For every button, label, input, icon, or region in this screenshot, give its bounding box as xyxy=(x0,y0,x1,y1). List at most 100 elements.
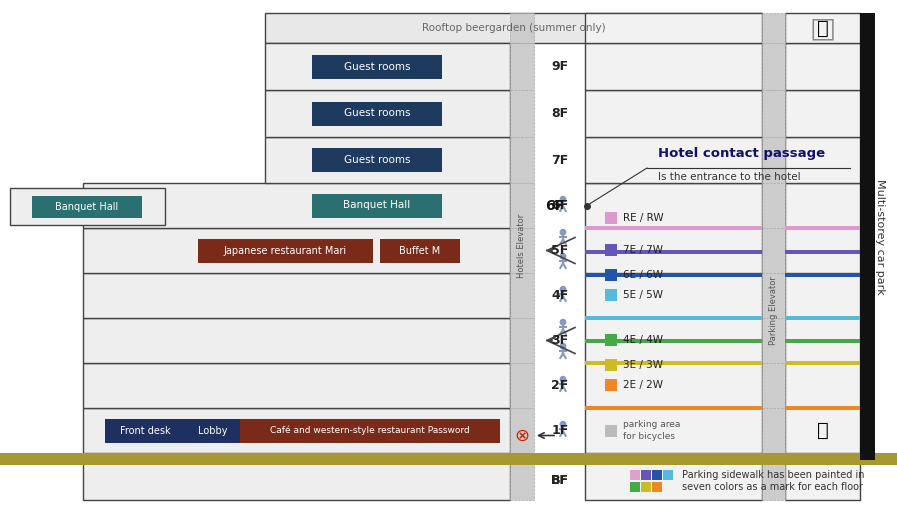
Bar xyxy=(652,482,662,492)
Bar xyxy=(585,226,762,230)
Circle shape xyxy=(561,319,566,325)
Bar xyxy=(585,43,762,90)
Text: 🚗: 🚗 xyxy=(816,19,828,38)
Bar xyxy=(785,361,860,365)
Bar xyxy=(585,408,762,453)
Text: Multi-storey car park: Multi-storey car park xyxy=(875,179,885,295)
Text: Guest rooms: Guest rooms xyxy=(344,155,410,165)
Text: Guest rooms: Guest rooms xyxy=(344,109,410,118)
Text: 4E / 4W: 4E / 4W xyxy=(623,335,663,345)
Bar xyxy=(641,470,651,480)
Bar xyxy=(605,379,617,391)
Text: parking area
for bicycles: parking area for bicycles xyxy=(623,420,681,440)
Bar xyxy=(762,228,785,273)
Text: 8F: 8F xyxy=(552,107,569,120)
Text: Hotel contact passage: Hotel contact passage xyxy=(658,147,825,160)
Text: 7F: 7F xyxy=(552,153,569,166)
Bar xyxy=(585,13,762,43)
Bar xyxy=(510,273,534,318)
Bar xyxy=(762,43,785,90)
Text: □: □ xyxy=(809,14,836,42)
Bar xyxy=(265,13,762,43)
Bar xyxy=(183,419,243,442)
Bar xyxy=(380,238,460,263)
Bar xyxy=(605,359,617,371)
Bar xyxy=(312,101,442,126)
Circle shape xyxy=(561,253,566,259)
Bar xyxy=(630,470,640,480)
Bar xyxy=(510,137,534,183)
Bar xyxy=(605,424,617,437)
Bar xyxy=(762,273,785,318)
Bar xyxy=(585,316,762,320)
Bar xyxy=(585,137,762,183)
Bar xyxy=(510,408,534,453)
Bar xyxy=(83,460,510,500)
Bar xyxy=(785,273,860,277)
Text: ⊗: ⊗ xyxy=(515,426,529,444)
Bar xyxy=(785,339,860,343)
Text: Lobby: Lobby xyxy=(198,425,228,436)
Text: 2F: 2F xyxy=(552,379,569,392)
Bar xyxy=(83,273,510,318)
Text: Café and western-style restaurant Password: Café and western-style restaurant Passwo… xyxy=(270,426,470,435)
Text: RE / RW: RE / RW xyxy=(623,213,664,223)
Bar xyxy=(83,318,510,363)
Bar xyxy=(762,183,785,228)
Text: 3E / 3W: 3E / 3W xyxy=(623,360,663,370)
Bar xyxy=(585,183,762,228)
Bar xyxy=(10,188,165,225)
Bar xyxy=(762,318,785,363)
Bar xyxy=(32,196,142,218)
Bar xyxy=(785,13,860,43)
Bar xyxy=(630,482,640,492)
Bar xyxy=(510,90,534,137)
Bar xyxy=(785,363,860,408)
Bar xyxy=(83,408,510,453)
Bar xyxy=(605,334,617,346)
Text: Guest rooms: Guest rooms xyxy=(344,61,410,72)
Text: 6E / 6W: 6E / 6W xyxy=(623,270,663,280)
Text: Hotels Elevator: Hotels Elevator xyxy=(518,213,527,278)
Bar xyxy=(605,244,617,256)
Bar xyxy=(105,419,185,442)
Circle shape xyxy=(561,230,566,235)
Bar xyxy=(585,273,762,277)
Bar xyxy=(785,406,860,410)
Bar xyxy=(83,183,510,228)
Text: 5E / 5W: 5E / 5W xyxy=(623,290,663,300)
Text: 5F: 5F xyxy=(552,244,569,257)
Bar xyxy=(605,269,617,281)
Text: 6F: 6F xyxy=(545,198,564,213)
Bar xyxy=(585,273,762,318)
Bar xyxy=(785,43,860,90)
Bar xyxy=(860,13,875,460)
Bar xyxy=(762,460,785,500)
Circle shape xyxy=(561,376,566,382)
Bar xyxy=(585,339,762,343)
Bar xyxy=(762,13,785,43)
Bar xyxy=(785,316,860,320)
Bar xyxy=(585,363,762,408)
Text: Is the entrance to the hotel: Is the entrance to the hotel xyxy=(658,172,801,182)
Bar xyxy=(312,55,442,78)
Text: BF: BF xyxy=(551,473,569,487)
Bar xyxy=(198,238,373,263)
Bar xyxy=(762,90,785,137)
Bar xyxy=(510,13,534,43)
Bar xyxy=(785,318,860,363)
Bar xyxy=(510,183,534,228)
Bar xyxy=(652,470,662,480)
Bar xyxy=(762,137,785,183)
Bar xyxy=(785,228,860,273)
Bar xyxy=(83,228,510,273)
Bar xyxy=(785,226,860,230)
Text: 9F: 9F xyxy=(552,60,569,73)
Bar xyxy=(510,460,534,500)
Bar xyxy=(83,363,510,408)
Text: 1F: 1F xyxy=(552,424,569,437)
Bar xyxy=(585,361,762,365)
Text: Buffet M: Buffet M xyxy=(399,246,440,255)
Bar xyxy=(265,43,510,90)
Circle shape xyxy=(561,197,566,202)
